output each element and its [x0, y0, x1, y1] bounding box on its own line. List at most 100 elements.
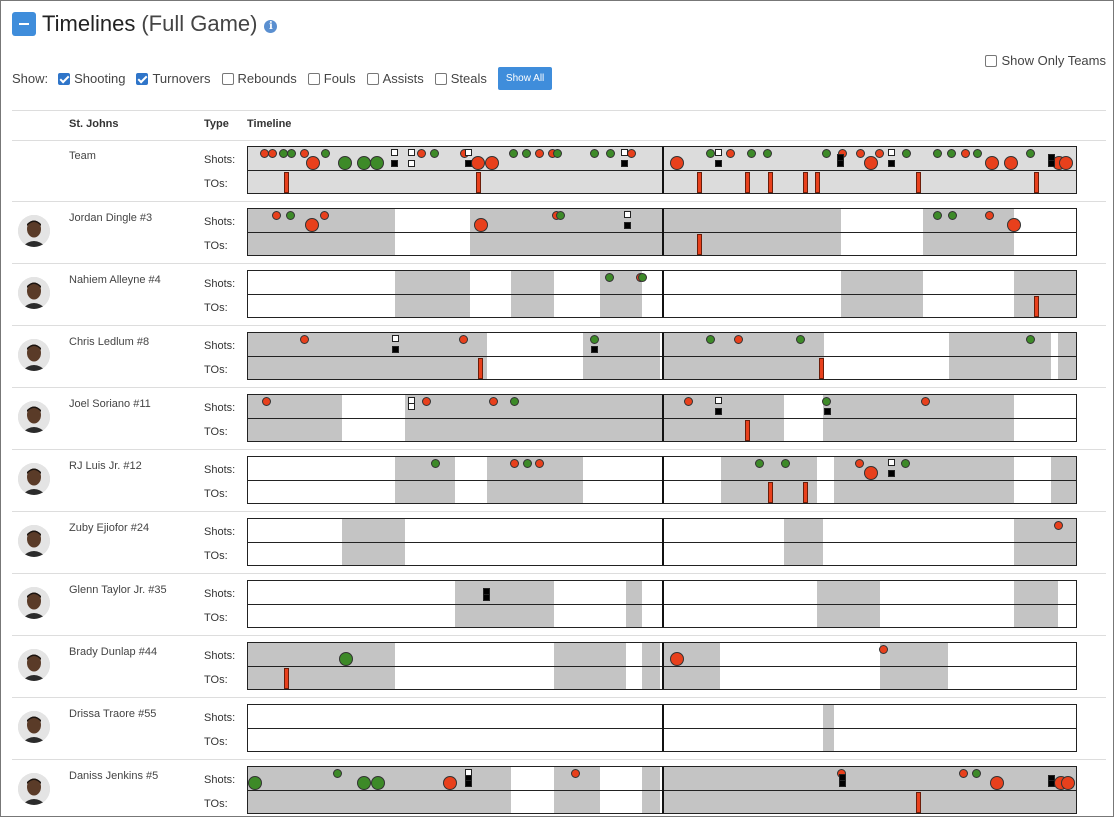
turnover-marker[interactable] — [478, 358, 484, 379]
turnover-marker[interactable] — [745, 172, 751, 193]
missed-shot-marker[interactable] — [990, 776, 1005, 790]
steals-checkbox[interactable] — [434, 72, 447, 85]
made-free-throw-marker[interactable] — [391, 345, 399, 353]
timeline-track[interactable] — [247, 146, 1077, 194]
missed-free-throw-marker[interactable] — [888, 148, 896, 156]
missed-shot-marker[interactable] — [299, 335, 309, 344]
missed-free-throw-marker[interactable] — [408, 402, 416, 410]
missed-shot-marker[interactable] — [1060, 776, 1075, 790]
turnover-marker[interactable] — [283, 172, 289, 193]
made-free-throw-marker[interactable] — [823, 407, 831, 415]
fouls-checkbox[interactable] — [307, 72, 320, 85]
made-free-throw-marker[interactable] — [390, 159, 398, 167]
missed-shot-marker[interactable] — [534, 149, 544, 158]
made-shot-marker[interactable] — [285, 211, 295, 220]
made-free-throw-marker[interactable] — [838, 779, 846, 787]
made-shot-marker[interactable] — [605, 273, 615, 282]
turnover-marker[interactable] — [745, 420, 751, 441]
missed-shot-marker[interactable] — [726, 149, 736, 158]
made-shot-marker[interactable] — [972, 149, 982, 158]
made-shot-marker[interactable] — [320, 149, 330, 158]
missed-free-throw-marker[interactable] — [391, 334, 399, 342]
made-shot-marker[interactable] — [822, 397, 832, 406]
missed-shot-marker[interactable] — [920, 397, 930, 406]
missed-shot-marker[interactable] — [510, 459, 520, 468]
made-shot-marker[interactable] — [509, 149, 519, 158]
missed-shot-marker[interactable] — [304, 218, 319, 232]
made-free-throw-marker[interactable] — [591, 345, 599, 353]
missed-free-throw-marker[interactable] — [620, 148, 628, 156]
missed-free-throw-marker[interactable] — [390, 148, 398, 156]
timeline-track[interactable] — [247, 332, 1077, 380]
made-shot-marker[interactable] — [706, 149, 716, 158]
missed-shot-marker[interactable] — [864, 156, 879, 170]
made-shot-marker[interactable] — [429, 149, 439, 158]
turnover-marker[interactable] — [697, 234, 703, 255]
turnover-marker[interactable] — [1034, 172, 1040, 193]
made-shot-marker[interactable] — [900, 459, 910, 468]
made-shot-marker[interactable] — [822, 149, 832, 158]
missed-shot-marker[interactable] — [669, 652, 684, 666]
filter-rebounds[interactable]: Rebounds — [221, 71, 297, 86]
missed-free-throw-marker[interactable] — [408, 148, 416, 156]
missed-shot-marker[interactable] — [458, 335, 468, 344]
missed-shot-marker[interactable] — [683, 397, 693, 406]
missed-free-throw-marker[interactable] — [624, 210, 632, 218]
turnover-marker[interactable] — [768, 482, 774, 503]
missed-shot-marker[interactable] — [319, 211, 329, 220]
made-shot-marker[interactable] — [521, 149, 531, 158]
missed-free-throw-marker[interactable] — [715, 396, 723, 404]
missed-shot-marker[interactable] — [864, 466, 879, 480]
missed-shot-marker[interactable] — [261, 397, 271, 406]
missed-shot-marker[interactable] — [443, 776, 458, 790]
made-shot-marker[interactable] — [780, 459, 790, 468]
timeline-track[interactable] — [247, 580, 1077, 628]
timeline-track[interactable] — [247, 642, 1077, 690]
missed-shot-marker[interactable] — [489, 397, 499, 406]
filter-fouls[interactable]: Fouls — [307, 71, 356, 86]
made-shot-marker[interactable] — [248, 776, 262, 790]
made-shot-marker[interactable] — [430, 459, 440, 468]
minus-square-icon[interactable] — [12, 12, 36, 36]
turnover-marker[interactable] — [697, 172, 703, 193]
missed-free-throw-marker[interactable] — [888, 458, 896, 466]
made-shot-marker[interactable] — [589, 149, 599, 158]
missed-shot-marker[interactable] — [268, 149, 278, 158]
made-free-throw-marker[interactable] — [465, 159, 473, 167]
made-shot-marker[interactable] — [795, 335, 805, 344]
made-shot-marker[interactable] — [933, 149, 943, 158]
missed-shot-marker[interactable] — [422, 397, 432, 406]
made-shot-marker[interactable] — [1025, 149, 1035, 158]
made-shot-marker[interactable] — [755, 459, 765, 468]
missed-shot-marker[interactable] — [485, 156, 500, 170]
missed-shot-marker[interactable] — [1004, 156, 1019, 170]
missed-shot-marker[interactable] — [958, 769, 968, 778]
missed-shot-marker[interactable] — [473, 218, 488, 232]
missed-shot-marker[interactable] — [1054, 521, 1064, 530]
made-shot-marker[interactable] — [522, 459, 532, 468]
turnover-marker[interactable] — [803, 482, 809, 503]
made-free-throw-marker[interactable] — [837, 159, 845, 167]
turnover-marker[interactable] — [803, 172, 809, 193]
show-only-teams-checkbox[interactable] — [985, 54, 998, 67]
missed-shot-marker[interactable] — [878, 645, 888, 654]
made-free-throw-marker[interactable] — [888, 159, 896, 167]
timeline-track[interactable] — [247, 394, 1077, 442]
made-free-throw-marker[interactable] — [465, 779, 473, 787]
made-shot-marker[interactable] — [947, 149, 957, 158]
turnover-marker[interactable] — [915, 792, 921, 813]
timeline-track[interactable] — [247, 766, 1077, 814]
missed-shot-marker[interactable] — [669, 156, 684, 170]
turnover-marker[interactable] — [283, 668, 289, 689]
made-shot-marker[interactable] — [638, 273, 648, 282]
made-shot-marker[interactable] — [287, 149, 297, 158]
timeline-track[interactable] — [247, 704, 1077, 752]
made-free-throw-marker[interactable] — [888, 469, 896, 477]
made-free-throw-marker[interactable] — [715, 159, 723, 167]
timeline-track[interactable] — [247, 270, 1077, 318]
show-only-teams-toggle[interactable]: Show Only Teams — [985, 53, 1106, 68]
shooting-checkbox[interactable] — [58, 72, 71, 85]
missed-free-throw-marker[interactable] — [408, 159, 416, 167]
made-shot-marker[interactable] — [972, 769, 982, 778]
info-icon[interactable]: i — [264, 19, 278, 33]
